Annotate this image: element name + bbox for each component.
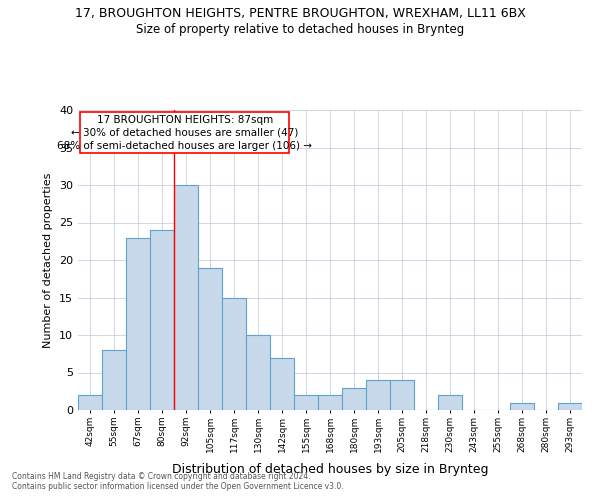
- Text: Contains HM Land Registry data © Crown copyright and database right 2024.: Contains HM Land Registry data © Crown c…: [12, 472, 311, 481]
- Bar: [198, 268, 222, 410]
- Bar: [126, 238, 150, 410]
- Bar: [150, 230, 174, 410]
- Text: ← 30% of detached houses are smaller (47): ← 30% of detached houses are smaller (47…: [71, 128, 298, 138]
- Text: 68% of semi-detached houses are larger (106) →: 68% of semi-detached houses are larger (…: [58, 141, 313, 151]
- Bar: [102, 350, 126, 410]
- Text: 17 BROUGHTON HEIGHTS: 87sqm: 17 BROUGHTON HEIGHTS: 87sqm: [97, 115, 273, 125]
- Text: 17, BROUGHTON HEIGHTS, PENTRE BROUGHTON, WREXHAM, LL11 6BX: 17, BROUGHTON HEIGHTS, PENTRE BROUGHTON,…: [74, 8, 526, 20]
- Bar: [510, 402, 534, 410]
- Bar: [318, 395, 342, 410]
- Text: Size of property relative to detached houses in Brynteg: Size of property relative to detached ho…: [136, 22, 464, 36]
- Bar: [246, 335, 270, 410]
- Y-axis label: Number of detached properties: Number of detached properties: [43, 172, 53, 348]
- Bar: [174, 185, 198, 410]
- Bar: [294, 395, 318, 410]
- X-axis label: Distribution of detached houses by size in Brynteg: Distribution of detached houses by size …: [172, 463, 488, 476]
- Bar: [390, 380, 414, 410]
- Text: Contains public sector information licensed under the Open Government Licence v3: Contains public sector information licen…: [12, 482, 344, 491]
- Bar: [78, 395, 102, 410]
- Bar: [438, 395, 462, 410]
- Bar: [342, 388, 366, 410]
- Bar: [270, 358, 294, 410]
- Bar: [222, 298, 246, 410]
- Bar: [366, 380, 390, 410]
- Bar: [558, 402, 582, 410]
